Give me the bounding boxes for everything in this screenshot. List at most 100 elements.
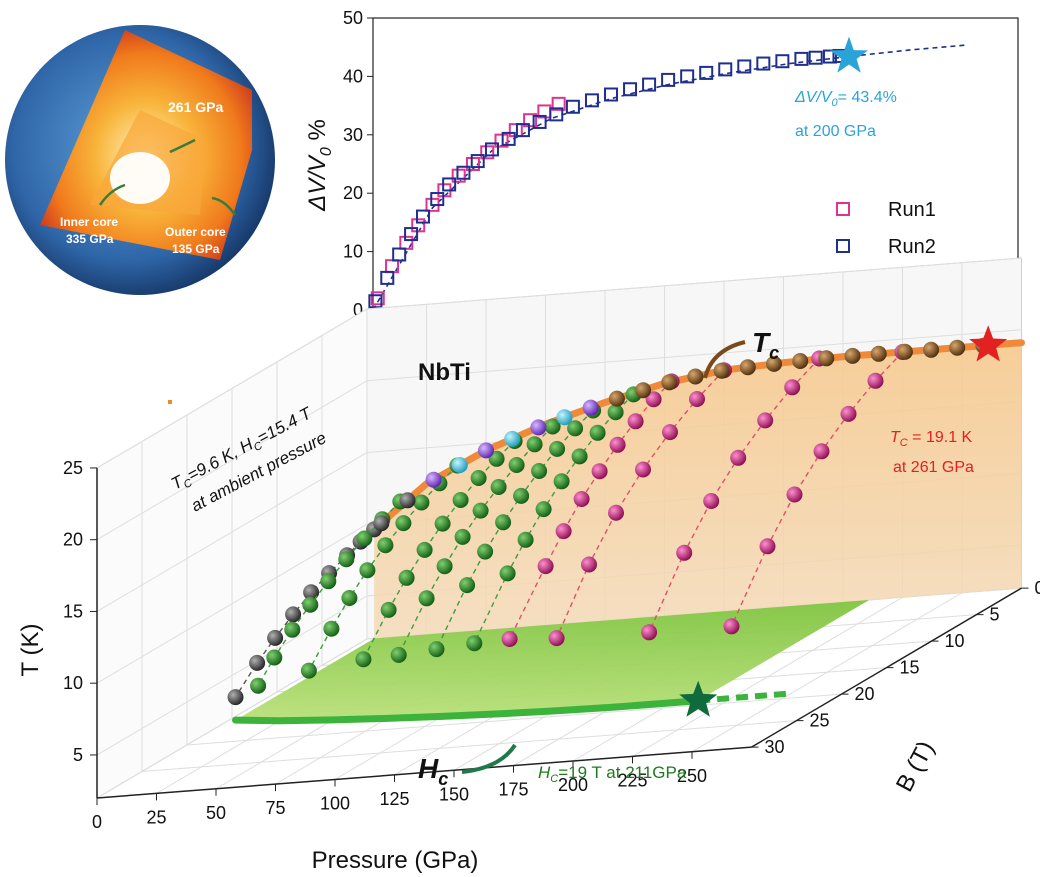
tc-point <box>818 350 835 367</box>
run-point <box>723 618 740 635</box>
run-point <box>531 463 548 479</box>
run-point <box>300 662 317 679</box>
run-point <box>285 606 302 623</box>
hc-curve <box>232 697 702 725</box>
run-point <box>581 556 597 573</box>
run-point <box>459 577 476 594</box>
stray-mark <box>168 400 172 404</box>
tc-point <box>635 382 652 399</box>
volume-point-run1 <box>465 157 480 171</box>
run-point <box>759 538 776 555</box>
run-point <box>513 487 530 504</box>
run-point <box>266 649 283 666</box>
tc-label-arrow <box>703 340 746 379</box>
run-point <box>571 448 588 465</box>
run-point <box>607 404 624 421</box>
run-point <box>662 424 678 441</box>
tc-point <box>687 368 704 385</box>
volume-point-run2 <box>642 77 657 92</box>
tc-point <box>373 515 390 532</box>
volume-point-run2 <box>822 49 837 64</box>
volume-point-run2 <box>404 227 419 242</box>
y-tick-label: 20 <box>63 530 83 550</box>
z-axis-label: B (T) <box>891 737 940 797</box>
volume-y-tick-label: 20 <box>343 183 363 203</box>
volume-y-tick-label: 40 <box>343 66 363 86</box>
run-point <box>567 420 584 437</box>
tc-point <box>451 457 468 473</box>
run-point <box>436 558 453 575</box>
phase-diagram-runs <box>227 337 992 706</box>
run-point <box>526 436 543 453</box>
arrow-outer <box>211 196 237 216</box>
volume-point-run2 <box>430 192 445 207</box>
x-tick-label: 0 <box>92 812 102 832</box>
volume-point-run1 <box>480 145 495 160</box>
run-point <box>703 493 720 509</box>
x-tick-label: 150 <box>439 784 469 804</box>
run-point <box>418 590 435 607</box>
phase-title: NbTi <box>418 359 471 386</box>
x-tick-label: 75 <box>265 798 285 818</box>
run-point <box>840 405 857 422</box>
run-point <box>227 689 244 706</box>
run-point <box>501 631 518 647</box>
volume-point-run2 <box>699 65 714 80</box>
run-point <box>434 515 451 532</box>
run-point <box>454 528 471 545</box>
z-tick-label: 10 <box>945 631 965 651</box>
run-point <box>757 412 774 429</box>
phase-diagram-stars <box>679 325 1008 717</box>
run-point <box>517 531 534 548</box>
volume-point-run1 <box>508 123 523 138</box>
run-point <box>380 601 397 618</box>
volume-point-run2 <box>368 294 383 309</box>
x-tick-label: 225 <box>617 770 647 790</box>
run-point <box>591 463 608 480</box>
volume-point-run1 <box>523 113 538 128</box>
volume-point-run2 <box>565 99 580 114</box>
volume-point-run2 <box>756 56 771 71</box>
run-point <box>338 551 355 568</box>
z-tick-label: 25 <box>810 711 830 731</box>
run-point <box>786 486 803 503</box>
volume-point-run2 <box>808 50 823 65</box>
earth-inner-core <box>110 152 170 204</box>
earth-inset: 261 GPa Inner core 335 GPa Outer core 13… <box>5 25 275 295</box>
tc-point <box>844 347 861 364</box>
run-point <box>635 461 651 478</box>
run-point <box>466 635 483 652</box>
volume-point-run1 <box>370 291 385 306</box>
earth-label-outer-p: 135 GPa <box>172 242 220 256</box>
phase-diagram-axes: 0 25 50 75 100 125 150 175 200 225 250510152025051… <box>63 458 1040 832</box>
x-tick-label: 250 <box>677 766 707 786</box>
volume-y-tick-label: 30 <box>343 125 363 145</box>
tc-star <box>969 325 1008 362</box>
tc-surface <box>374 342 1022 639</box>
tc-point <box>661 374 678 391</box>
earth-label-inner: Inner core <box>60 215 118 229</box>
legend-run1-label: Run1 <box>888 199 936 221</box>
volume-point-run2 <box>549 107 564 122</box>
volume-point-run2 <box>515 123 530 138</box>
earth-label-261: 261 GPa <box>168 99 223 115</box>
legend-run2-marker <box>836 239 850 253</box>
run-point <box>395 515 412 532</box>
volume-point-run2 <box>584 93 599 108</box>
y-tick-label: 15 <box>63 601 83 621</box>
run-point <box>641 624 658 641</box>
x-tick-label: 175 <box>498 780 528 800</box>
volume-point-run2 <box>456 165 471 180</box>
volume-highlight-star <box>830 36 868 73</box>
earth-label-outer: Outer core <box>165 225 226 239</box>
volume-point-run2 <box>680 69 695 84</box>
grid-line <box>186 693 842 746</box>
volume-point-run1 <box>399 235 414 250</box>
tc-point <box>504 430 521 447</box>
tc-point <box>556 409 573 426</box>
volume-point-run1 <box>451 168 466 183</box>
tc-annotation-1: TC = 19.1 K <box>890 429 973 449</box>
run-point <box>302 596 319 613</box>
tc-point <box>399 492 416 509</box>
tc-point <box>949 339 966 356</box>
